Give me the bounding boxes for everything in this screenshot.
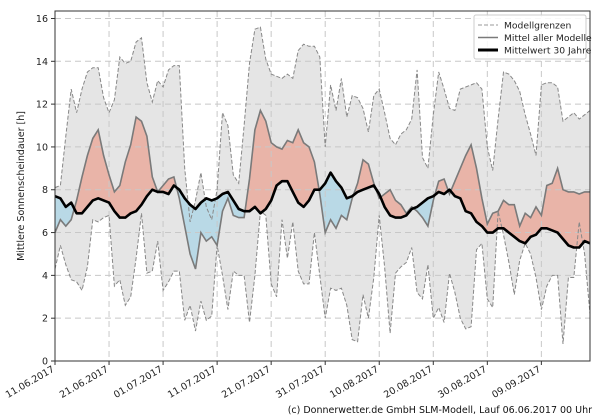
x-tick-label: 21.07.2017 [220,364,273,401]
lower-bound-line [54,210,591,344]
x-tick-label: 11.07.2017 [166,364,219,401]
y-tick-label: 10 [36,142,48,153]
y-tick-label: 0 [42,357,48,368]
y-tick-label: 6 [42,228,48,239]
x-tick-label: 30.08.2017 [436,364,489,401]
x-tick-label: 31.07.2017 [274,364,327,401]
x-tick-label: 11.06.2017 [4,364,57,401]
plot-frame [54,10,591,362]
legend-label: Modellgrenzen [504,21,571,32]
y-tick-label: 16 [36,14,48,25]
y-tick-label: 2 [42,314,48,325]
legend-label: Mittelwert 30 Jahre [504,46,592,57]
x-tick-label: 09.09.2017 [490,364,543,401]
y-axis-label: Mittlere Sonnenscheindauer [h] [16,111,27,261]
y-tick-label: 14 [36,57,48,68]
y-tick-label: 8 [42,185,48,196]
y-tick-label: 12 [36,100,48,111]
legend-box [473,14,587,60]
x-tick-label: 01.07.2017 [112,364,165,401]
upper-bound-line [54,26,591,223]
footer-credit: (c) Donnerwetter.de GmbH SLM-Modell, Lau… [287,405,592,416]
legend-label: Mittel aller Modelle [504,33,592,44]
y-tick-label: 4 [42,271,48,282]
x-tick-label: 10.08.2017 [328,364,381,401]
model-mean-line [54,108,590,270]
climate-mean-line [54,171,591,249]
x-tick-label: 20.08.2017 [382,364,435,401]
x-tick-label: 21.06.2017 [58,364,111,401]
